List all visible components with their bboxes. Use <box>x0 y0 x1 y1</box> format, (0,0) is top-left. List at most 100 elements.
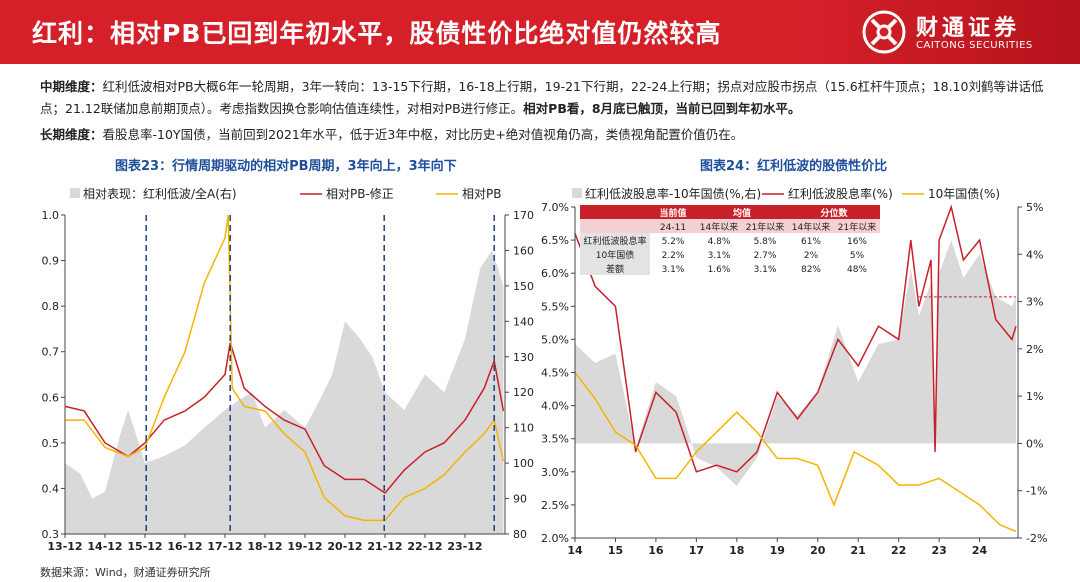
long-term-label: 长期维度： <box>40 127 103 142</box>
y-tick-label-left: 1.0 <box>42 209 60 222</box>
mid-term-paragraph: 中期维度：红利低波相对PB大概6年一轮周期，3年一转向：13-15下行期，16-… <box>40 76 1050 120</box>
mid-term-conclusion: 相对PB看，8月底已触顶，当前已回到年初水平。 <box>523 101 801 116</box>
mid-term-label: 中期维度： <box>40 79 103 94</box>
table-cell: 1.6% <box>708 265 731 275</box>
x-tick-label: 19-12 <box>287 540 322 553</box>
series-line-2 <box>65 214 505 522</box>
table-cell: 2.2% <box>662 251 685 261</box>
logo-text-cn: 财通证券 <box>916 16 1021 41</box>
data-source: 数据来源：Wind，财通证券研究所 <box>40 566 211 579</box>
chart24: 红利低波股息率-10年国债(%,右) 红利低波股息率(%) 10年国债(%) 2.0%… <box>541 186 1047 557</box>
x-tick-label: 22 <box>891 544 906 557</box>
y-tick-label-left: 5.5% <box>541 300 569 313</box>
legend-swatch-area <box>70 188 80 198</box>
y-tick-label-right: 1% <box>1026 390 1043 403</box>
table-cell: 16% <box>847 237 867 247</box>
y-tick-label-right: -1% <box>1026 485 1047 498</box>
table-cell: 48% <box>847 265 867 275</box>
chart24-title: 图表24：红利低波的股债性价比 <box>700 159 888 174</box>
legend-label: 相对PB-修正 <box>326 186 394 201</box>
series-line-2 <box>574 372 1017 533</box>
y-tick-label-right: 0% <box>1026 437 1043 450</box>
y-tick-label-left: 5.0% <box>541 333 569 346</box>
table-rowlabel-bg <box>580 233 650 275</box>
series-area-0 <box>575 240 1016 486</box>
y-tick-label-left: 6.5% <box>541 234 569 247</box>
legend-label: 相对PB <box>462 187 501 201</box>
x-tick-label: 19 <box>770 544 785 557</box>
y-tick-label-right: 90 <box>513 493 527 506</box>
table-subheader: 14年以来 <box>792 221 830 233</box>
x-tick-label: 22-12 <box>407 540 442 553</box>
long-term-body: 看股息率-10Y国债，当前回到2021年水平，低于近3年中枢，对比历史+绝对值视… <box>102 127 744 142</box>
table-cell: 红利低波股息率 <box>583 235 646 247</box>
table-subheader-row <box>580 219 880 233</box>
y-tick-label-left: 4.0% <box>541 400 569 413</box>
chart23: 相对表现：红利低波/全A(右) 相对PB-修正 相对PB 0.3 0.4 0.5 0.6 0.… <box>42 186 535 553</box>
x-tick-label: 18-12 <box>247 540 282 553</box>
table-group-header: 均值 <box>733 207 751 219</box>
legend-label: 相对表现：红利低波/全A(右) <box>83 186 237 201</box>
table-cell: 3.1% <box>754 265 777 275</box>
y-tick-label-right: 130 <box>513 351 534 364</box>
y-tick-label-right: 4% <box>1026 248 1043 261</box>
y-tick-label-right: -2% <box>1026 532 1047 545</box>
y-tick-label-left: 0.4 <box>42 482 60 495</box>
table-subheader: 21年以来 <box>838 221 876 233</box>
legend-swatch-area <box>572 188 582 198</box>
y-tick-label-left: 6.0% <box>541 267 569 280</box>
y-tick-label-left: 0.6 <box>42 391 60 404</box>
table-subheader: 21年以来 <box>746 221 784 233</box>
series-line-1 <box>574 204 1017 473</box>
y-tick-label-left: 0.5 <box>42 437 60 450</box>
legend-label: 红利低波股息率(%) <box>788 186 893 201</box>
series-line-1 <box>64 342 505 494</box>
table-subheader: 24-11 <box>660 223 686 233</box>
x-tick-label: 24 <box>972 544 988 557</box>
x-tick-label: 23 <box>931 544 946 557</box>
table-cell: 82% <box>801 265 821 275</box>
table-cell: 5.2% <box>662 237 685 247</box>
y-tick-label-left: 7.0% <box>541 201 569 214</box>
table-cell: 61% <box>801 237 821 247</box>
x-tick-label: 21-12 <box>367 540 402 553</box>
long-term-paragraph: 长期维度：看股息率-10Y国债，当前回到2021年水平，低于近3年中枢，对比历史… <box>40 124 1050 146</box>
y-tick-label-left: 4.5% <box>541 367 569 380</box>
y-tick-label-right: 100 <box>513 457 534 470</box>
x-tick-label: 16-12 <box>167 540 202 553</box>
table-cell: 4.8% <box>708 237 731 247</box>
mid-term-body: 红利低波相对PB大概6年一轮周期，3年一转向：13-15下行期，16-18上行期… <box>40 79 1044 116</box>
x-tick-label: 13-12 <box>47 540 82 553</box>
y-tick-label-left: 2.0% <box>541 532 569 545</box>
y-tick-label-left: 2.5% <box>541 499 569 512</box>
x-tick-label: 15-12 <box>127 540 162 553</box>
y-tick-label-right: 80 <box>513 528 527 541</box>
page-title: 红利：相对PB已回到年初水平，股债性价比绝对值仍然较高 <box>32 19 722 48</box>
y-tick-label-right: 3% <box>1026 296 1043 309</box>
chart23-title: 图表23：行情周期驱动的相对PB周期，3年向上，3年向下 <box>115 159 457 174</box>
table-cell: 5% <box>850 251 865 261</box>
y-tick-label-left: 0.7 <box>42 346 60 359</box>
table-cell: 3.1% <box>708 251 731 261</box>
table-header-row <box>580 205 880 219</box>
y-tick-label-right: 150 <box>513 280 534 293</box>
table-cell: 5.8% <box>754 237 777 247</box>
brand-logo: 财通证券 CAITONG SECURITIES <box>860 8 1060 58</box>
legend-label: 红利低波股息率-10年国债(%,右) <box>585 186 761 201</box>
y-tick-label-right: 140 <box>513 315 534 328</box>
y-tick-label-right: 110 <box>513 422 534 435</box>
y-tick-label-left: 3.5% <box>541 433 569 446</box>
logo-text-en: CAITONG SECURITIES <box>916 40 1033 51</box>
y-tick-label-left: 0.8 <box>42 300 60 313</box>
y-tick-label-right: 170 <box>513 209 534 222</box>
y-tick-label-left: 3.0% <box>541 466 569 479</box>
header-banner: 红利：相对PB已回到年初水平，股债性价比绝对值仍然较高 财通证券 CAITONG… <box>0 0 1080 64</box>
table-cell: 10年国债 <box>596 249 634 261</box>
y-tick-label-right: 5% <box>1026 201 1043 214</box>
y-tick-label-left: 0.3 <box>42 528 60 541</box>
x-tick-label: 18 <box>729 544 744 557</box>
series-area-0 <box>65 250 504 534</box>
x-tick-label: 20-12 <box>327 540 362 553</box>
x-tick-label: 16 <box>648 544 664 557</box>
x-tick-label: 17 <box>689 544 704 557</box>
